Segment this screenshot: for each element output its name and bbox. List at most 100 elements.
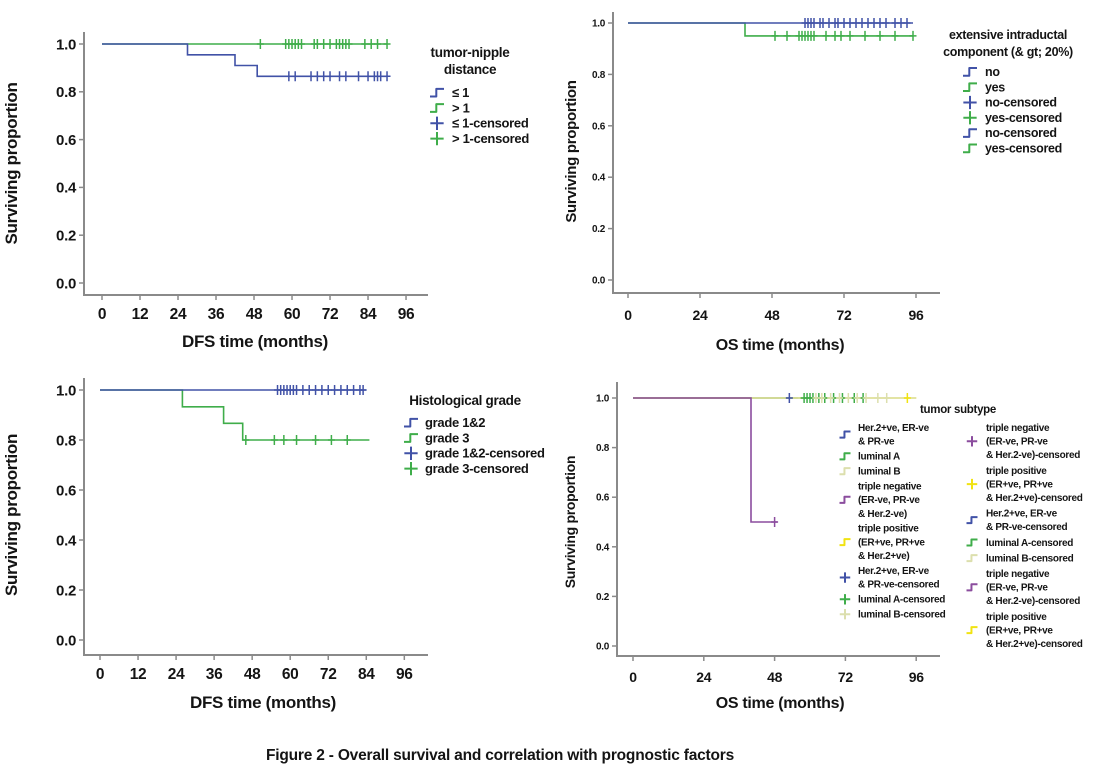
censor-mark-icon	[827, 393, 835, 403]
legend-label: triple negative	[858, 481, 922, 492]
x-tick-label: 12	[132, 306, 149, 323]
legend-symbol-step-icon	[839, 467, 851, 476]
x-tick-label: 72	[320, 666, 337, 683]
y-tick-label: 1.0	[56, 36, 76, 53]
legend-symbol-step-icon	[839, 430, 851, 439]
censor-mark-icon	[313, 39, 321, 49]
y-axis-label: Surviving proportion	[2, 82, 21, 244]
censor-mark-icon	[364, 71, 372, 82]
legend-symbol-plus-icon	[839, 572, 851, 583]
legend-title: distance	[444, 62, 497, 77]
censor-mark-icon	[903, 18, 911, 28]
legend-symbol-step-icon	[963, 143, 977, 154]
legend-label: luminal A	[858, 452, 900, 463]
legend-label: yes-censored	[985, 142, 1062, 156]
y-tick-label: 1.0	[56, 382, 76, 399]
legend-symbol-plus-icon	[963, 95, 977, 110]
legend-label: (ER-ve, PR-ve	[986, 583, 1048, 594]
legend-symbol-plus-icon	[966, 478, 978, 490]
y-tick-label: 0.4	[596, 542, 610, 553]
legend-symbol-plus-icon	[404, 446, 418, 460]
legend-label: Her.2+ve, ER-ve	[858, 566, 930, 577]
x-tick-label: 0	[629, 669, 637, 685]
legend-label: yes-censored	[985, 111, 1062, 125]
legend-label: yes	[985, 80, 1005, 94]
legend-title: component (& gt; 20%)	[943, 45, 1073, 59]
legend-symbol-step-icon	[966, 554, 978, 563]
legend-label: & PR-ve-censored	[858, 580, 940, 591]
km-plot-os-extensive-intraductal-component: 0.0 0.2 0.4 0.6 0.8 1.0 0 24 48 72 96 Surviving pro…	[563, 12, 1073, 354]
legend-symbol-step-icon	[430, 103, 444, 113]
legend-label: (ER-ve, PR-ve	[986, 437, 1048, 448]
censor-mark-icon	[337, 385, 345, 395]
legend-symbol-step-icon	[966, 583, 978, 592]
legend-symbol-plus-icon	[839, 608, 851, 620]
censor-mark-icon	[374, 39, 382, 49]
y-tick-label: 1.0	[596, 394, 610, 405]
censor-mark-icon	[837, 30, 845, 41]
km-curve-0	[100, 389, 370, 441]
x-tick-label: 0	[98, 306, 106, 323]
censor-mark-icon	[870, 18, 878, 28]
legend-label: (ER+ve, PR+ve	[858, 537, 925, 548]
censor-mark-icon	[897, 18, 905, 28]
x-tick-label: 36	[206, 666, 223, 683]
censor-mark-icon	[383, 71, 391, 82]
censor-mark-icon	[864, 18, 872, 28]
y-tick-label: 0.8	[56, 84, 76, 101]
censor-mark-icon	[818, 393, 826, 403]
censor-mark-icon	[783, 30, 791, 41]
censor-mark-icon	[831, 30, 839, 41]
axes	[616, 382, 940, 657]
censor-mark-icon	[819, 18, 827, 28]
censor-mark-icon	[874, 393, 882, 403]
legend-label: grade 1&2	[425, 415, 485, 430]
censor-mark-icon	[256, 39, 264, 49]
legend-label: (ER-ve, PR-ve	[858, 495, 920, 506]
x-tick-label: 60	[282, 666, 299, 683]
censor-mark-icon	[377, 71, 385, 82]
x-tick-label: 48	[244, 666, 261, 683]
censor-mark-icon	[318, 385, 326, 395]
y-tick-label: 0.6	[56, 132, 76, 149]
legend-label: & Her.2-ve)	[858, 509, 907, 520]
y-tick-label: 0.6	[596, 493, 610, 504]
censor-mark-icon	[810, 30, 818, 41]
legend-symbol-step-icon	[839, 452, 851, 461]
censor-mark-icon	[861, 30, 869, 41]
legend-label: & PR-ve-censored	[986, 522, 1068, 533]
censor-mark-icon	[891, 30, 899, 41]
x-tick-label: 12	[130, 666, 147, 683]
censor-mark-icon	[313, 71, 321, 82]
legend-symbol-step-icon	[430, 87, 444, 98]
legend-title: extensive intraductal	[949, 28, 1067, 42]
legend-title: tumor subtype	[920, 404, 996, 416]
censor-mark-icon	[343, 435, 351, 445]
x-tick-label: 96	[398, 306, 415, 323]
censor-mark-icon	[810, 18, 818, 28]
legend-label: > 1-censored	[452, 131, 529, 146]
x-tick-label: 24	[170, 306, 187, 323]
legend-symbol-step-icon	[963, 67, 977, 77]
censor-mark-icon	[836, 393, 843, 403]
legend-label: triple negative	[986, 569, 1050, 580]
km-plot-dfs-tumor-nipple-distance: 0.0 0.2 0.4 0.6 0.8 1.0 0 12 24 36 48 60 72 84 96 Survi…	[2, 32, 530, 351]
legend-title: Histological grade	[409, 393, 521, 408]
y-tick-label: 0.4	[592, 173, 606, 184]
censor-mark-icon	[343, 385, 351, 395]
x-tick-label: 0	[624, 307, 632, 323]
legend-label: no-censored	[985, 96, 1057, 110]
legend-label: & Her.2+ve)-censored	[986, 639, 1083, 650]
censor-mark-icon	[312, 435, 320, 445]
censor-mark-icon	[342, 71, 350, 82]
legend-label: & Her.2+ve)	[858, 551, 909, 562]
censor-mark-icon	[367, 39, 375, 49]
legend-label: grade 1&2-censored	[425, 446, 545, 461]
x-tick-label: 24	[168, 666, 185, 683]
x-tick-label: 48	[767, 669, 782, 685]
legend-label: Her.2+ve, ER-ve	[986, 509, 1058, 520]
legend-symbol-step-icon	[404, 433, 418, 443]
censor-mark-icon	[320, 39, 328, 49]
